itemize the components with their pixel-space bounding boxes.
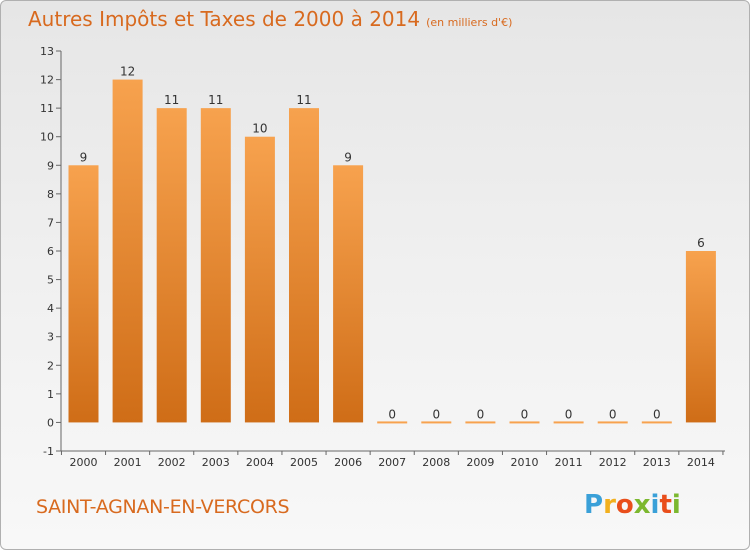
y-tick-label: -1 xyxy=(43,445,54,458)
x-tick-label: 2014 xyxy=(687,456,715,469)
data-label: 0 xyxy=(653,407,661,421)
bar xyxy=(112,79,143,423)
y-tick-label: 11 xyxy=(40,102,54,115)
logo-letter: o xyxy=(615,490,634,520)
x-tick-label: 2009 xyxy=(466,456,494,469)
y-tick-label: 0 xyxy=(47,416,54,429)
bar xyxy=(597,421,628,424)
x-tick-label: 2005 xyxy=(290,456,318,469)
x-axis: 2000 2001 2002 2003 2004 2005 2006 2007 2008 2009… xyxy=(60,451,724,469)
y-tick-label: 1 xyxy=(47,388,54,401)
x-tick-label: 2011 xyxy=(555,456,583,469)
data-labels: 9 12 11 11 10 11 9 0 0 0 0 0 0 0 6 xyxy=(80,65,705,422)
bar xyxy=(509,421,540,424)
data-label: 9 xyxy=(344,150,352,164)
data-label: 6 xyxy=(697,236,705,250)
bar xyxy=(244,136,275,423)
data-label: 0 xyxy=(565,407,573,421)
x-tick-label: 2003 xyxy=(202,456,230,469)
x-tick-label: 2002 xyxy=(158,456,186,469)
y-tick-label: 13 xyxy=(40,45,54,58)
logo-letter: i xyxy=(650,490,660,520)
y-tick-label: 9 xyxy=(47,159,54,172)
data-label: 0 xyxy=(432,407,440,421)
x-tick-label: 2000 xyxy=(70,456,98,469)
data-label: 11 xyxy=(164,93,179,107)
data-label: 0 xyxy=(521,407,529,421)
x-tick-label: 2004 xyxy=(246,456,274,469)
x-tick-label: 2010 xyxy=(511,456,539,469)
y-tick-label: 8 xyxy=(47,188,54,201)
bar xyxy=(68,165,99,423)
logo-letter: i xyxy=(671,490,681,520)
logo-letter: t xyxy=(659,490,672,520)
bar xyxy=(377,421,408,424)
data-label: 11 xyxy=(208,93,223,107)
y-tick-label: 12 xyxy=(40,74,54,87)
bar xyxy=(553,421,584,424)
x-tick-label: 2006 xyxy=(334,456,362,469)
x-tick-label: 2012 xyxy=(599,456,627,469)
bar xyxy=(421,421,452,424)
bar xyxy=(200,108,231,423)
logo-letter: x xyxy=(633,490,651,520)
y-tick-label: 4 xyxy=(47,302,54,315)
data-label: 0 xyxy=(388,407,396,421)
data-label: 11 xyxy=(296,93,311,107)
x-tick-label: 2013 xyxy=(643,456,671,469)
logo-letter: r xyxy=(603,490,616,520)
y-tick-label: 10 xyxy=(40,131,54,144)
bar xyxy=(289,108,319,423)
bar xyxy=(333,165,364,423)
y-tick-label: 5 xyxy=(47,274,54,287)
proxiti-logo: Proxiti xyxy=(584,490,681,520)
data-label: 9 xyxy=(80,150,88,164)
y-tick-label: 3 xyxy=(47,331,54,344)
chart-title-text: Autres Impôts et Taxes de 2000 à 2014 xyxy=(28,7,421,31)
data-label: 12 xyxy=(120,65,135,79)
bar xyxy=(685,251,716,423)
y-tick-label: 6 xyxy=(47,245,54,258)
bar xyxy=(156,108,187,423)
bar xyxy=(641,421,672,424)
bar xyxy=(465,421,496,424)
bar-series xyxy=(68,79,716,424)
chart-unit-label: (en milliers d'€) xyxy=(426,16,513,29)
chart-title: Autres Impôts et Taxes de 2000 à 2014 (en… xyxy=(28,7,512,31)
data-label: 0 xyxy=(609,407,617,421)
x-tick-label: 2001 xyxy=(114,456,142,469)
commune-name: SAINT-AGNAN-EN-VERCORS xyxy=(36,496,290,518)
data-label: 0 xyxy=(477,407,485,421)
logo-letter: P xyxy=(584,490,604,520)
data-label: 10 xyxy=(252,122,267,136)
x-tick-label: 2007 xyxy=(378,456,406,469)
y-tick-label: 7 xyxy=(47,216,54,229)
y-tick-label: 2 xyxy=(47,359,54,372)
x-tick-label: 2008 xyxy=(422,456,450,469)
